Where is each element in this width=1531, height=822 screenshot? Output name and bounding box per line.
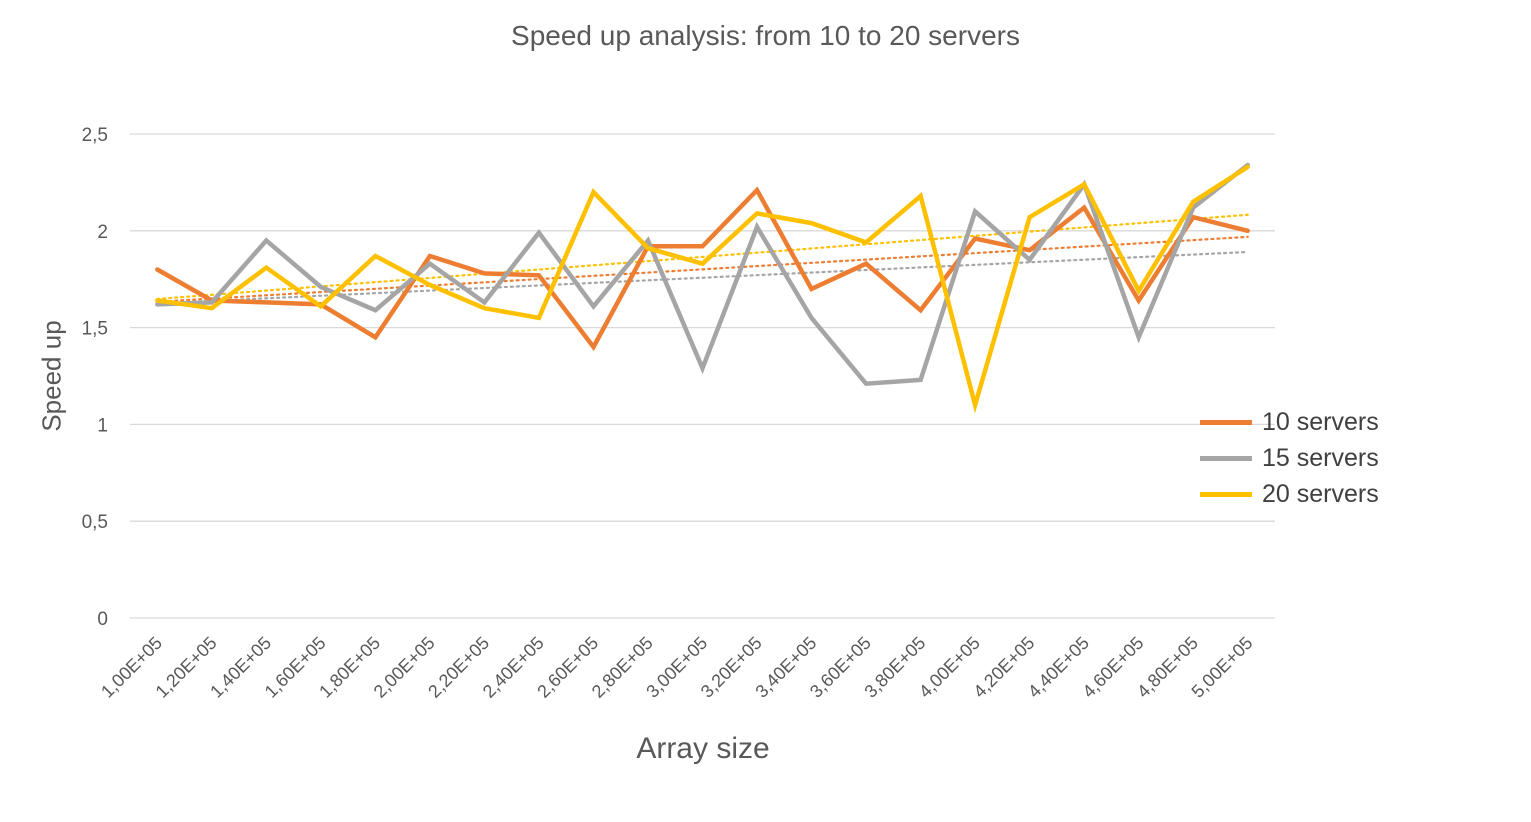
legend-label: 20 servers: [1262, 479, 1379, 508]
legend-label: 15 servers: [1262, 443, 1379, 472]
series-line: [155, 164, 1250, 414]
legend-label: 10 servers: [1262, 407, 1379, 436]
series-line: [155, 162, 1250, 387]
trendline: [156, 213, 1249, 301]
legend-item-20-servers: 20 servers: [1200, 476, 1379, 512]
y-tick-label: 1: [97, 415, 108, 436]
chart-title: Speed up analysis: from 10 to 20 servers: [511, 20, 1020, 51]
y-tick-label: 2,5: [82, 125, 108, 146]
x-axis-ticks: 1,00E+051,20E+051,40E+051,60E+051,80E+05…: [97, 633, 1256, 702]
legend-swatch: [1200, 419, 1252, 425]
trendline: [156, 250, 1249, 305]
trendlines: [156, 213, 1249, 305]
legend-item-15-servers: 15 servers: [1200, 440, 1379, 476]
series-lines: [155, 162, 1250, 414]
legend-swatch: [1200, 491, 1252, 497]
legend-item-10-servers: 10 servers: [1200, 404, 1379, 440]
x-axis-title: Array size: [636, 732, 770, 765]
legend-swatch: [1200, 455, 1252, 461]
y-tick-label: 2: [97, 222, 108, 243]
legend: 10 servers 15 servers 20 servers: [1200, 404, 1379, 512]
y-tick-label: 0,5: [82, 512, 108, 533]
y-axis-title: Speed up: [36, 320, 67, 432]
y-tick-label: 0: [97, 609, 108, 630]
y-tick-label: 1,5: [82, 319, 108, 340]
gridlines: [130, 133, 1275, 619]
y-axis-ticks: 0 0,5 1 1,5 2 2,5: [82, 125, 108, 630]
series-line: [155, 186, 1250, 352]
